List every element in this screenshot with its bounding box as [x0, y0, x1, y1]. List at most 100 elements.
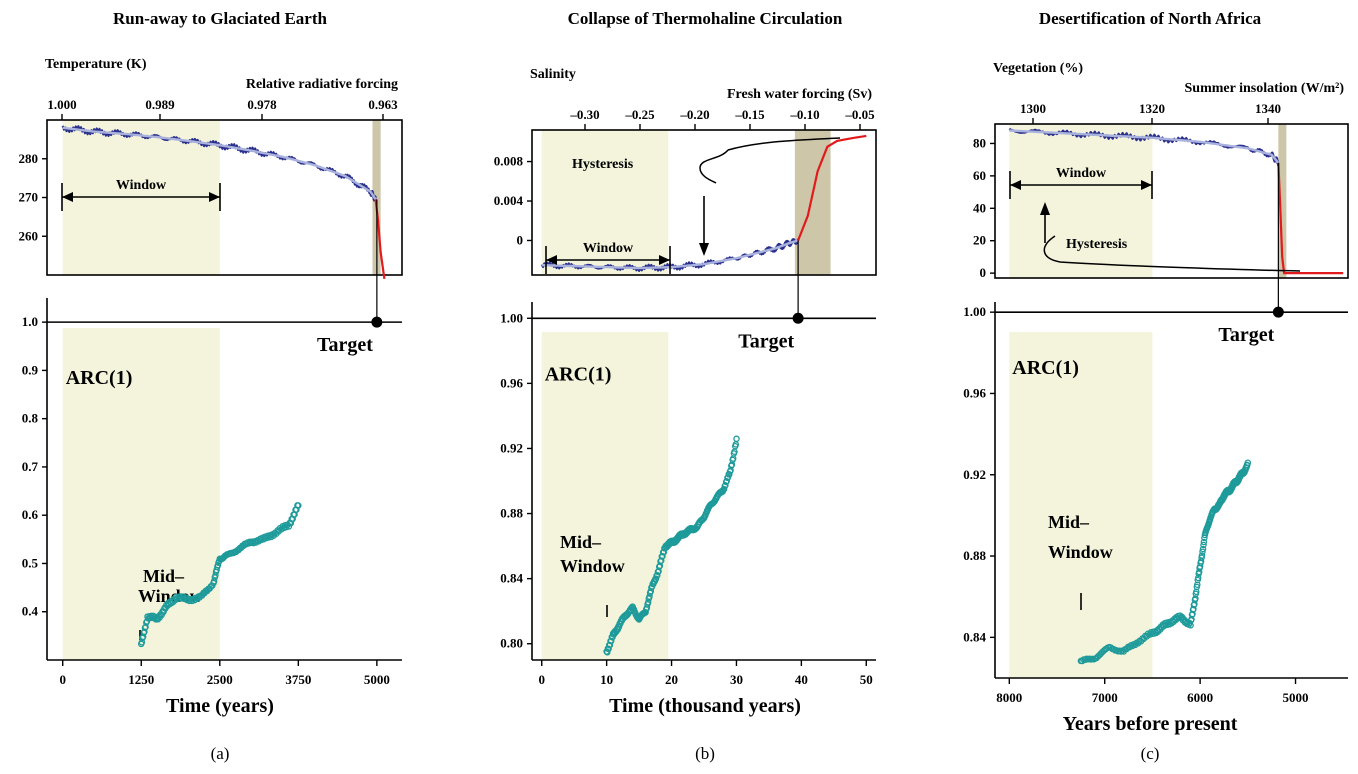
state-smoothed-line: [541, 239, 799, 270]
window-shade-top: [541, 130, 669, 275]
transition-shade: [1278, 124, 1287, 278]
top-x2-tick-label: 0.978: [247, 97, 277, 112]
state-smoothed-line: [1009, 129, 1280, 164]
arc-point: [1200, 538, 1208, 546]
target-marker: [792, 312, 804, 324]
bottom-y-tick-label: 0.96: [963, 385, 986, 400]
top-y-tick-label: 0.004: [494, 193, 524, 208]
top-x2-tick-label: 0.989: [145, 97, 175, 112]
midwindow-label: Window: [560, 556, 625, 576]
top-plot-frame: [531, 129, 877, 276]
bottom-x-tick-label: 8000: [996, 690, 1022, 705]
window-arrow-head-right: [659, 255, 670, 265]
top-x2-tick-label: 1.000: [47, 97, 76, 112]
bottom-y-tick-label: 0.80: [500, 636, 523, 651]
bottom-x-tick-label: 7000: [1092, 690, 1118, 705]
bottom-x-tick-label: 6000: [1187, 690, 1213, 705]
bottom-y-tick-label: 0.88: [963, 548, 986, 563]
arc-point: [210, 577, 218, 585]
bottom-xlabel: Time (years): [166, 695, 274, 717]
arc-point: [1244, 462, 1251, 469]
hysteresis-upper-branch: [727, 137, 841, 151]
state-smoothed-line: [62, 126, 377, 201]
top-y-tick-label: 270: [19, 190, 39, 205]
arc-point: [1199, 548, 1206, 555]
bottom-y-tick-label: 0.84: [963, 629, 986, 644]
arc-point: [726, 471, 733, 478]
bottom-x-tick-label: 5000: [1283, 690, 1309, 705]
bottom-y-tick-label: 0.7: [22, 459, 39, 474]
top-x2-tick-label: 0.963: [368, 97, 398, 112]
top-ylabel: Salinity: [530, 67, 576, 82]
arc-point: [607, 637, 615, 645]
top-y-tick-label: 260: [19, 228, 39, 243]
top-x2-tick-label: –0.15: [734, 107, 765, 122]
top-ylabel: Temperature (K): [45, 57, 147, 72]
top-x2label: Summer insolation (W/m²): [1185, 81, 1345, 96]
target-label: Target: [738, 330, 794, 352]
window-label: Window: [116, 178, 167, 193]
arc-point: [1197, 558, 1205, 565]
bottom-x-tick-label: 0: [59, 672, 66, 687]
bottom-y-tick-label: 0.5: [22, 555, 39, 570]
arc-point: [605, 645, 612, 653]
window-arrow-head-right: [1141, 180, 1152, 190]
panel-caption: (c): [1141, 744, 1160, 763]
top-x2-tick-label: 1320: [1139, 101, 1165, 116]
target-label: Target: [317, 334, 373, 356]
bottom-y-tick-label: 0.92: [500, 440, 523, 455]
bottom-y-tick-label: 0.9: [22, 362, 39, 377]
panel-b: Collapse of Thermohaline Circulation (b) S…: [494, 9, 877, 763]
panel-title: Desertification of North Africa: [1039, 9, 1262, 28]
midwindow-label: Mid–: [143, 566, 185, 586]
arc-point: [659, 552, 666, 560]
arc-point: [295, 502, 302, 509]
panel-title: Run-away to Glaciated Earth: [113, 9, 327, 28]
bottom-xlabel: Time (thousand years): [609, 695, 801, 717]
window-label: Window: [583, 241, 634, 256]
bottom-y-tick-label: 1.00: [500, 310, 523, 325]
bottom-x-tick-label: 30: [730, 672, 743, 687]
bottom-x-tick-label: 1250: [128, 672, 154, 687]
panel-caption: (a): [211, 744, 230, 763]
hysteresis-arrow-head: [699, 243, 709, 256]
top-x2label: Fresh water forcing (Sv): [727, 87, 872, 102]
top-x2-tick-label: –0.30: [569, 107, 599, 122]
hysteresis-label: Hysteresis: [572, 157, 634, 172]
top-x2label: Relative radiative forcing: [246, 77, 398, 92]
top-ylabel: Vegetation (%): [993, 61, 1083, 76]
arc-point: [724, 474, 732, 481]
panel-a: Run-away to Glaciated Earth (a) Temperatur…: [19, 9, 403, 763]
window-label: Window: [1056, 166, 1107, 181]
arc-point: [654, 572, 661, 579]
hysteresis-arrow-head: [1040, 202, 1050, 215]
arc-point: [723, 477, 730, 485]
bottom-y-tick-label: 0.84: [500, 571, 523, 586]
top-y-tick-label: 280: [19, 151, 39, 166]
bottom-y-tick-label: 0.6: [22, 507, 39, 522]
top-y-tick-label: 40: [973, 200, 986, 215]
arc-point: [1191, 600, 1198, 608]
arc-point: [1198, 552, 1206, 559]
collapse-line: [797, 134, 867, 241]
hysteresis-branch: [1043, 235, 1301, 272]
bottom-xlabel: Years before present: [1063, 713, 1238, 735]
midwindow-label: Window: [1048, 542, 1113, 562]
arc-point: [720, 485, 728, 493]
top-x2-tick-label: –0.10: [789, 107, 819, 122]
arc-point: [615, 623, 623, 631]
top-x2-tick-label: –0.25: [624, 107, 655, 122]
bottom-y-tick-label: 0.4: [22, 604, 39, 619]
midwindow-label: Mid–: [1048, 512, 1090, 532]
window-arrow-head-right: [209, 192, 220, 202]
bottom-x-tick-label: 20: [665, 672, 678, 687]
top-y-tick-label: 20: [973, 233, 986, 248]
bottom-y-tick-label: 0.96: [500, 375, 523, 390]
target-label: Target: [1218, 324, 1274, 346]
top-y-tick-label: 0: [517, 232, 524, 247]
top-x2-tick-label: –0.05: [844, 107, 875, 122]
top-x2-tick-label: 1340: [1255, 101, 1281, 116]
arc-point: [604, 649, 611, 656]
window-arrow-head-left: [546, 255, 557, 265]
arc-point: [160, 608, 167, 616]
